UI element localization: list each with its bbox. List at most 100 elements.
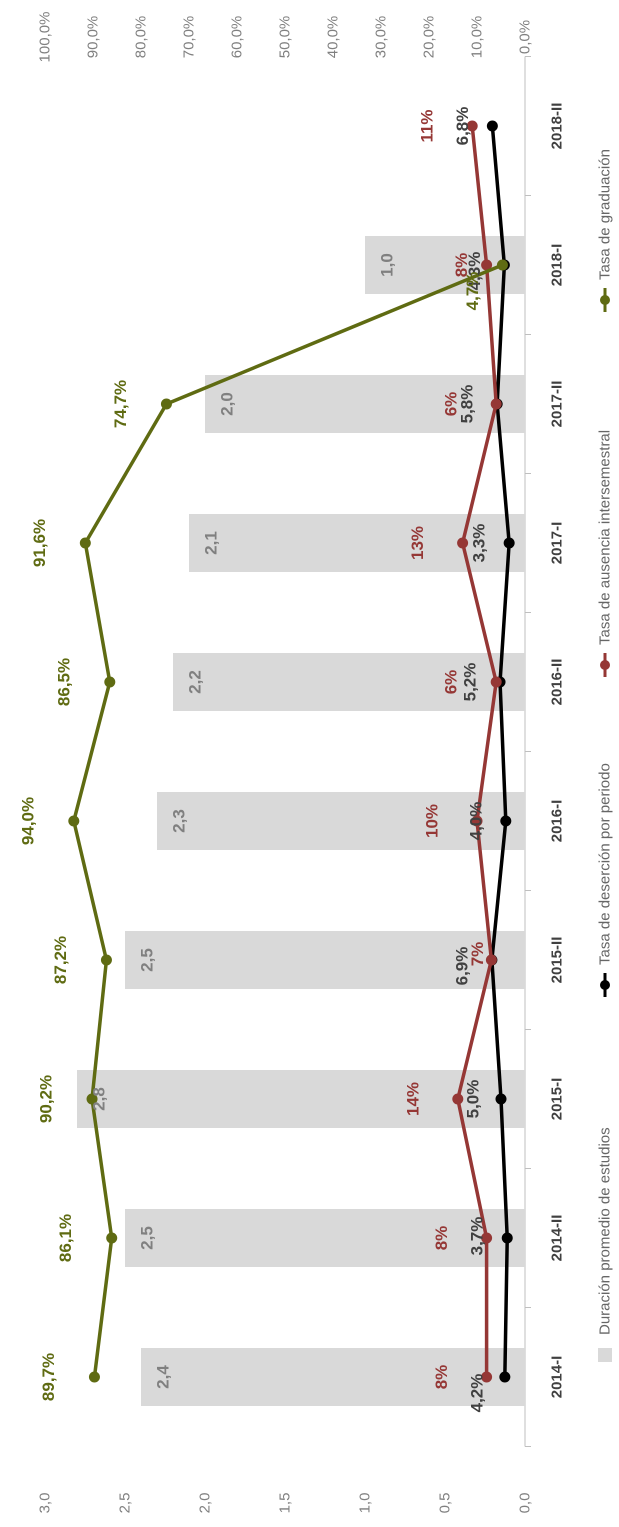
duration-bars [77, 236, 525, 1406]
legend-label: Tasa de ausencia intersemestral [597, 430, 614, 645]
line-point [452, 1093, 464, 1105]
duration-bar [125, 931, 525, 989]
right-axis-tick-label: 30,0% [373, 16, 390, 59]
duration-bar [173, 653, 525, 711]
line-value-label: 90,2% [37, 1075, 56, 1123]
line-point [86, 1093, 98, 1105]
category-label: 2016-II [549, 659, 566, 706]
right-axis-tick-label: 80,0% [133, 16, 150, 59]
line-point [485, 954, 497, 966]
bar-value-label: 2,5 [138, 948, 157, 972]
line-value-label: 94,0% [18, 797, 37, 845]
line-point [79, 537, 91, 549]
category-label: 2014-I [549, 1356, 566, 1399]
line-value-label: 6,8% [453, 107, 472, 146]
legend-item: Duración promedio de estudios [597, 1127, 614, 1362]
bar-value-label: 2,8 [90, 1087, 109, 1111]
line-value-label: 6,9% [452, 947, 471, 986]
bar-value-label: 1,0 [378, 253, 397, 277]
category-label: 2014-II [549, 1215, 566, 1262]
legend-marker [600, 660, 610, 670]
bar-value-label: 2,5 [138, 1226, 157, 1250]
line-point [481, 1371, 493, 1383]
category-label: 2016-I [549, 800, 566, 843]
data-labels: 2,4 2,5 2,8 2,5 2,3 2,2 2,1 2,0 1,0 4,2% 3,7% 5,0% 6… [18, 107, 488, 1413]
line-point [471, 815, 483, 827]
line-value-label: 8% [432, 1226, 451, 1251]
line-point [501, 1232, 513, 1244]
line-point [68, 815, 80, 827]
line-point [88, 1371, 100, 1383]
line-value-label: 4,0% [466, 802, 485, 841]
left-axis-tick-label: 2,0 [197, 1493, 214, 1514]
line-point [104, 676, 116, 688]
legend-label: Tasa de graduación [597, 149, 614, 280]
line-value-label: 11% [418, 109, 437, 142]
line-series-1 [490, 124, 511, 1379]
duration-bar [125, 1209, 525, 1267]
duration-bar [157, 792, 525, 850]
line-value-label: 4,7% [463, 272, 482, 311]
category-label: 2015-I [549, 1078, 566, 1121]
duration-bar [141, 1348, 525, 1406]
bar-value-label: 2,2 [186, 670, 205, 694]
line-point [490, 398, 502, 410]
line-value-label: 8% [452, 253, 471, 278]
bar-value-label: 2,4 [154, 1365, 173, 1389]
line-series-2 [456, 124, 498, 1379]
line-value-label: 74,7% [111, 380, 130, 428]
line-value-label: 7% [468, 942, 487, 967]
category-label: 2015-II [549, 937, 566, 984]
category-label: 2018-I [549, 244, 566, 287]
right-axis-tick-label: 90,0% [85, 16, 102, 59]
legend-item: Tasa de deserción por periodo [597, 763, 614, 997]
left-axis-tick-label: 1,0 [357, 1493, 374, 1514]
right-axis-tick-label: 50,0% [277, 16, 294, 59]
right-axis-tick-label: 0,0% [517, 20, 534, 54]
line-point [481, 259, 493, 271]
line-value-label: 5,2% [461, 663, 480, 702]
line-value-label: 6% [442, 670, 461, 695]
rate-lines [68, 120, 515, 1383]
left-axis-tick-label: 2,5 [117, 1493, 134, 1514]
legend-item: Tasa de graduación [597, 149, 614, 312]
category-label: 2018-II [549, 103, 566, 150]
line-value-label: 14% [403, 1082, 422, 1116]
line-value-label: 5,0% [464, 1080, 483, 1119]
line-value-label: 3,7% [468, 1217, 487, 1256]
line-point [503, 537, 515, 549]
line-value-label: 8% [432, 1365, 451, 1390]
line-value-label: 87,2% [51, 936, 70, 984]
line-point [495, 1093, 507, 1105]
line-point [496, 259, 508, 271]
line-value-label: 5,8% [458, 385, 477, 424]
duration-bar [205, 375, 525, 433]
right-axis-tick-label: 40,0% [325, 16, 342, 59]
line-point [457, 537, 469, 549]
line-point [106, 1232, 118, 1244]
line-point [466, 120, 478, 132]
line-point [481, 1232, 493, 1244]
legend-marker [600, 295, 610, 305]
right-axis-tick-label: 60,0% [229, 16, 246, 59]
line-point [486, 120, 498, 132]
right-axis-tick-label: 10,0% [469, 16, 486, 59]
bar-value-label: 2,0 [218, 392, 237, 416]
line-value-label: 89,7% [39, 1353, 58, 1401]
line-value-label: 6% [442, 392, 461, 417]
legend: Duración promedio de estudios Tasa de des… [597, 149, 614, 1362]
left-axis-tick-label: 0,5 [437, 1493, 454, 1514]
left-axis-tick-label: 0,0 [517, 1493, 534, 1514]
line-point [100, 954, 112, 966]
axes: 0,0 0,5 1,0 1,5 2,0 2,5 3,0 0,0% 10,0% 20,0% 30,0%… [37, 12, 566, 1514]
line-point [499, 1371, 511, 1383]
line-value-label: 86,1% [56, 1214, 75, 1262]
legend-swatch [598, 1348, 612, 1362]
line-value-label: 4,3% [465, 252, 484, 291]
line-value-label: 4,2% [467, 1374, 486, 1413]
bar-value-label: 2,3 [170, 809, 189, 833]
line-point [500, 815, 512, 827]
line-value-label: 10% [423, 804, 442, 838]
line-value-label: 13% [408, 526, 427, 560]
